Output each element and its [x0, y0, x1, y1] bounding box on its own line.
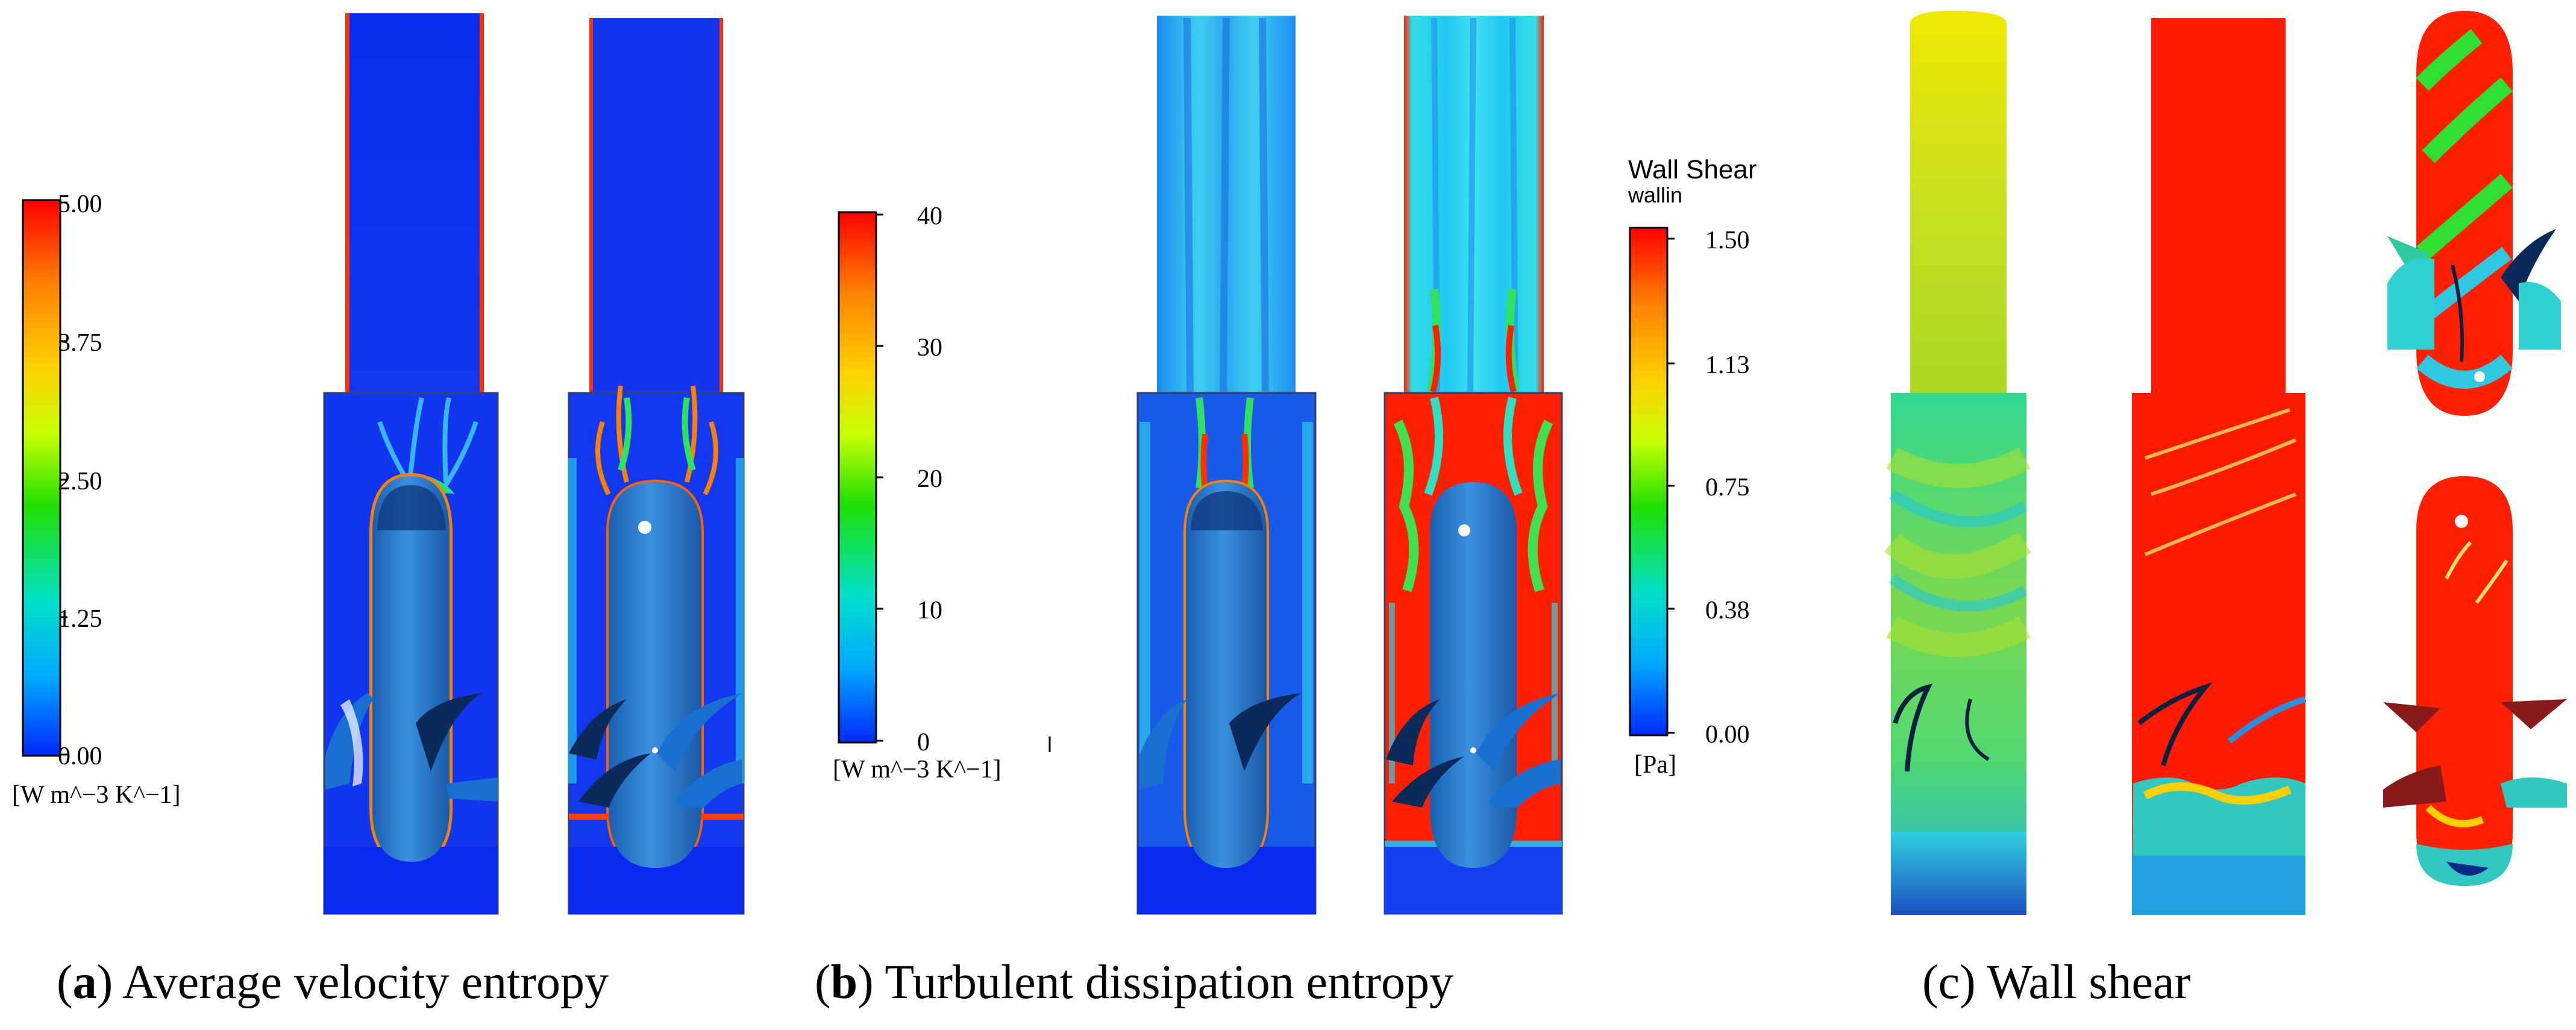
colorbar-a-tick: 2.50 — [58, 468, 102, 495]
caption-a-letter: a — [72, 956, 97, 1009]
caption-c-letter: c — [1938, 956, 1960, 1009]
caption-a-text: Average velocity entropy — [113, 956, 609, 1009]
colorbar-b-ramp — [838, 211, 877, 744]
colorbar-a-ramp — [22, 199, 61, 757]
colorbar-c-title: Wall Shear — [1628, 155, 1757, 184]
caption-b: (b) Turbulent dissipation entropy — [815, 956, 1454, 1009]
colorbar-c-tick: 0.00 — [1705, 721, 1750, 749]
colorbar-b-tick: 30 — [917, 334, 942, 362]
colorbar-c-subtitle: wallin — [1628, 183, 1682, 207]
contour-b1 — [1136, 16, 1317, 915]
colorbar-c-tick: 0.75 — [1705, 474, 1750, 501]
wall-shear-c2 — [2132, 18, 2307, 915]
rotor-c-bottom — [2383, 476, 2567, 886]
wall-shear-c1 — [1884, 11, 2031, 915]
contour-b2 — [1384, 16, 1563, 915]
colorbar-b-tick: 0 — [917, 729, 930, 756]
colorbar-c-ramp — [1629, 227, 1669, 736]
colorbar-c-tick: 1.50 — [1705, 227, 1750, 254]
colorbar-a-tick: 1.25 — [58, 605, 102, 633]
colorbar-b-tick: 40 — [917, 203, 942, 230]
colorbar-b-unit: [W m^−3 K^−1] — [833, 756, 1001, 783]
colorbar-c-tick: 1.13 — [1705, 351, 1750, 379]
colorbar-c-unit: [Pa] — [1634, 751, 1676, 779]
colorbar-a-tick: 0.00 — [58, 743, 102, 770]
colorbar-a-tick: 5.00 — [58, 190, 102, 218]
caption-b-letter: b — [830, 956, 858, 1009]
caption-b-text: Turbulent dissipation entropy — [873, 956, 1454, 1009]
colorbar-b-tick: 10 — [917, 597, 942, 624]
colorbar-c-tick: 0.38 — [1705, 597, 1750, 624]
colorbar-c: Wall Shear wallin 1.50 1.13 0.75 0.38 0.… — [1628, 155, 1757, 779]
colorbar-a-tick: 3.75 — [58, 329, 102, 357]
colorbar-b: 40 30 20 10 0 [W m^−3 K^−1] — [833, 203, 1051, 783]
caption-a: (a) Average velocity entropy — [57, 956, 609, 1009]
colorbar-a-unit: [W m^−3 K^−1] — [12, 781, 181, 809]
contour-a1 — [323, 13, 499, 915]
colorbar-b-tick: 20 — [917, 465, 942, 493]
contour-a2 — [568, 18, 745, 915]
colorbar-a: 5.00 3.75 2.50 1.25 0.00 [W m^−3 K^−1] — [12, 190, 181, 809]
caption-c: (c) Wall shear — [1922, 956, 2191, 1009]
rotor-c-top — [2387, 11, 2561, 416]
caption-c-text: Wall shear — [1975, 956, 2191, 1009]
